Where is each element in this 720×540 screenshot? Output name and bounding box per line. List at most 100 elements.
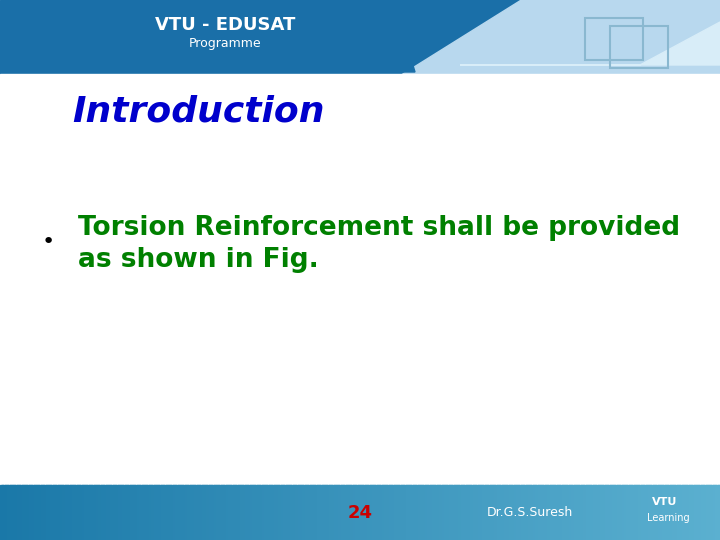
Bar (50, 485, 54, 540)
Bar (252, 485, 256, 540)
Bar (207, 485, 210, 540)
Bar (718, 485, 720, 540)
Bar (156, 485, 159, 540)
Bar (324, 485, 328, 540)
Bar (502, 485, 505, 540)
Bar (286, 485, 289, 540)
Bar (89, 485, 92, 540)
Bar (60, 485, 63, 540)
Bar (677, 485, 680, 540)
Bar (708, 485, 711, 540)
Bar (583, 485, 587, 540)
Bar (355, 485, 359, 540)
Bar (230, 485, 234, 540)
Bar (158, 485, 162, 540)
Bar (192, 485, 195, 540)
Bar (9, 485, 13, 540)
Bar (27, 485, 30, 540)
Bar (629, 485, 632, 540)
Text: 24: 24 (348, 504, 372, 522)
Bar (281, 485, 284, 540)
Bar (137, 485, 140, 540)
Bar (211, 485, 215, 540)
Bar (70, 485, 73, 540)
Bar (398, 485, 402, 540)
Bar (377, 485, 380, 540)
Bar (612, 485, 616, 540)
Bar (45, 485, 49, 540)
Text: Introduction: Introduction (72, 95, 325, 129)
Bar (343, 485, 346, 540)
Bar (581, 485, 584, 540)
Bar (43, 485, 47, 540)
Bar (490, 485, 493, 540)
Bar (603, 485, 606, 540)
Bar (670, 485, 673, 540)
Bar (713, 485, 716, 540)
Bar (660, 485, 663, 540)
Bar (621, 485, 625, 540)
Bar (387, 485, 390, 540)
Bar (470, 485, 474, 540)
Bar (379, 485, 382, 540)
Bar (341, 485, 344, 540)
Bar (233, 485, 236, 540)
Bar (17, 485, 20, 540)
Bar (108, 485, 112, 540)
Polygon shape (55, 5, 415, 72)
Bar (451, 485, 454, 540)
Bar (202, 485, 205, 540)
Bar (686, 485, 690, 540)
Bar (7, 485, 11, 540)
Bar (209, 485, 212, 540)
Bar (288, 485, 292, 540)
Bar (199, 485, 202, 540)
Bar (639, 485, 642, 540)
Polygon shape (400, 0, 720, 75)
Bar (218, 485, 222, 540)
Bar (319, 485, 323, 540)
Bar (161, 485, 164, 540)
Bar (480, 485, 483, 540)
Bar (432, 485, 436, 540)
Bar (106, 485, 109, 540)
Bar (120, 485, 123, 540)
Bar (22, 485, 25, 540)
Bar (63, 485, 66, 540)
Bar (679, 485, 683, 540)
Bar (276, 485, 279, 540)
Bar (492, 485, 495, 540)
Bar (711, 485, 714, 540)
Bar (257, 485, 260, 540)
Bar (178, 485, 181, 540)
Bar (127, 485, 130, 540)
Bar (559, 485, 562, 540)
Bar (607, 485, 611, 540)
Bar (34, 485, 37, 540)
Text: as shown in Fig.: as shown in Fig. (78, 247, 319, 273)
Bar (667, 485, 670, 540)
Bar (456, 485, 459, 540)
Bar (689, 485, 692, 540)
Bar (110, 485, 114, 540)
Bar (535, 485, 539, 540)
Bar (197, 485, 200, 540)
Bar (552, 485, 555, 540)
Bar (372, 485, 375, 540)
Bar (425, 485, 428, 540)
Bar (300, 485, 303, 540)
Bar (261, 485, 265, 540)
Bar (528, 485, 531, 540)
Bar (516, 485, 519, 540)
Bar (650, 485, 654, 540)
Bar (389, 485, 392, 540)
Bar (250, 485, 253, 540)
Bar (360, 485, 364, 540)
Bar (557, 485, 560, 540)
Bar (461, 485, 464, 540)
Bar (142, 485, 145, 540)
Bar (5, 485, 8, 540)
Bar (696, 485, 699, 540)
Bar (578, 485, 582, 540)
Bar (585, 485, 589, 540)
